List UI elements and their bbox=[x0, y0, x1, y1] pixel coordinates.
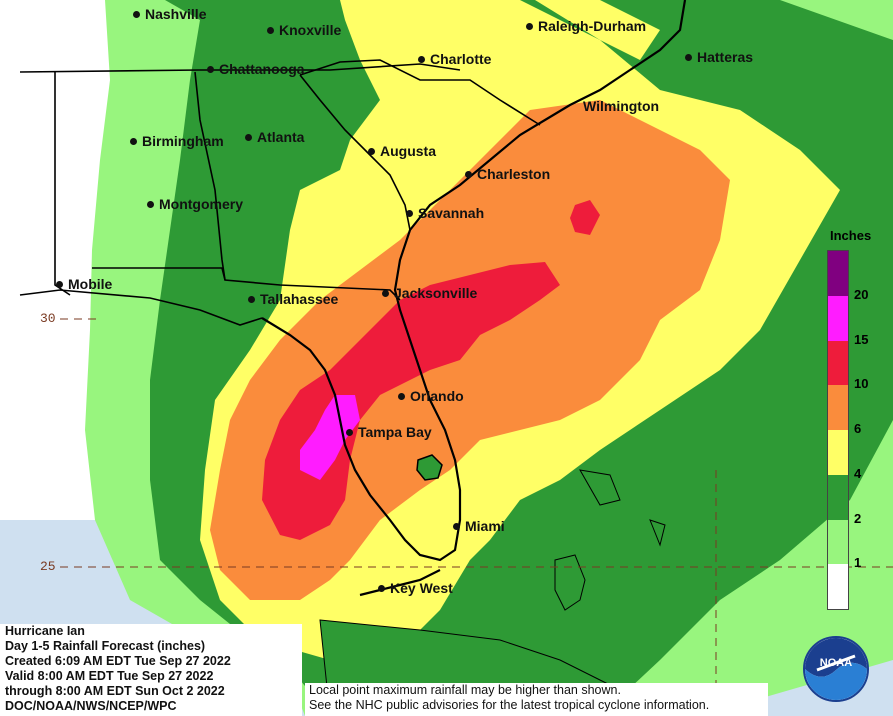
lat-30-label: 30 bbox=[40, 311, 56, 326]
city-mobile: Mobile bbox=[56, 276, 112, 292]
city-charleston: Charleston bbox=[465, 166, 550, 182]
city-orlando: Orlando bbox=[398, 388, 464, 404]
forecast-info-box: Hurricane Ian Day 1-5 Rainfall Forecast … bbox=[0, 624, 302, 716]
gulf-coast bbox=[19, 289, 263, 326]
coastlines bbox=[261, 0, 687, 597]
legend-swatch bbox=[828, 385, 848, 430]
city-marker-icon bbox=[245, 133, 252, 141]
city-marker-icon bbox=[147, 200, 154, 208]
city-marker-icon bbox=[368, 147, 375, 155]
through-time: through 8:00 AM EDT Sun Oct 2 2022 bbox=[5, 684, 225, 698]
lake-okeechobee bbox=[416, 454, 443, 481]
state-boundaries bbox=[19, 59, 541, 326]
city-raleigh-durham: Raleigh-Durham bbox=[526, 18, 646, 34]
city-marker-icon bbox=[418, 55, 425, 63]
city-tampa-bay: Tampa Bay bbox=[346, 424, 432, 440]
city-charlotte: Charlotte bbox=[418, 51, 491, 67]
ga-sc-nc-border bbox=[299, 59, 541, 126]
city-marker-icon bbox=[56, 280, 63, 288]
created-time: Created 6:09 AM EDT Tue Sep 27 2022 bbox=[5, 654, 231, 668]
graticule bbox=[60, 318, 893, 716]
city-marker-icon bbox=[133, 10, 140, 18]
legend-title: Inches bbox=[830, 228, 872, 243]
city-chattanooga: Chattanooga bbox=[207, 61, 305, 77]
rain-4-6in-nc bbox=[535, 0, 660, 60]
city-marker-icon bbox=[685, 53, 692, 61]
city-savannah: Savannah bbox=[406, 205, 484, 221]
city-marker-icon bbox=[130, 137, 137, 145]
rainfall-legend: Inches 1 2 4 6 10 15 20 bbox=[827, 228, 893, 610]
city-marker-icon bbox=[406, 209, 413, 217]
storm-name: Hurricane Ian bbox=[5, 624, 85, 638]
city-marker-icon bbox=[382, 289, 389, 297]
noaa-logo-icon: NOAA bbox=[803, 636, 869, 702]
city-atlanta: Atlanta bbox=[245, 129, 304, 145]
lat-25-label: 25 bbox=[40, 559, 56, 574]
city-marker-icon bbox=[526, 22, 533, 30]
city-marker-icon bbox=[378, 584, 385, 592]
city-marker-icon bbox=[453, 522, 460, 530]
bahamas bbox=[554, 469, 666, 611]
florida-keys bbox=[359, 569, 441, 597]
city-marker-icon bbox=[346, 428, 353, 436]
valid-time: Valid 8:00 AM EDT Tue Sep 27 2022 bbox=[5, 669, 214, 683]
rain-10-15in bbox=[262, 262, 560, 540]
city-birmingham: Birmingham bbox=[130, 133, 224, 149]
legend-label: 20 bbox=[854, 286, 869, 302]
disclaimer-line-1: Local point maximum rainfall may be high… bbox=[309, 683, 621, 697]
city-montgomery: Montgomery bbox=[147, 196, 243, 212]
svg-text:NOAA: NOAA bbox=[820, 657, 852, 669]
legend-label: 2 bbox=[854, 510, 862, 526]
ms-al-border bbox=[54, 72, 71, 296]
city-augusta: Augusta bbox=[368, 143, 436, 159]
legend-label: 4 bbox=[854, 465, 862, 481]
city-key-west: Key West bbox=[378, 580, 453, 596]
legend-swatch bbox=[828, 430, 848, 475]
ga-sc-border bbox=[299, 74, 411, 231]
agency-credit: DOC/NOAA/NWS/NCEP/WPC bbox=[5, 699, 177, 713]
product-title: Day 1-5 Rainfall Forecast (inches) bbox=[5, 639, 206, 653]
fl-se-coast bbox=[261, 0, 687, 562]
legend-swatch bbox=[828, 251, 848, 296]
city-nashville: Nashville bbox=[133, 6, 206, 22]
legend-swatch bbox=[828, 564, 848, 609]
city-hatteras: Hatteras bbox=[685, 49, 753, 65]
city-marker-icon bbox=[207, 65, 214, 73]
city-marker-icon bbox=[465, 170, 472, 178]
city-marker-icon bbox=[398, 392, 405, 400]
legend-label: 10 bbox=[854, 376, 869, 392]
legend-swatch bbox=[828, 519, 848, 565]
rain-10-15in-offshore bbox=[570, 200, 600, 235]
city-jacksonville: Jacksonville bbox=[382, 285, 477, 301]
legend-swatch bbox=[828, 340, 848, 386]
city-miami: Miami bbox=[453, 518, 505, 534]
legend-label: 15 bbox=[854, 331, 869, 347]
city-wilmington: Wilmington bbox=[583, 98, 660, 114]
city-marker-icon bbox=[267, 26, 274, 34]
tn-ga-border bbox=[19, 63, 461, 73]
city-knoxville: Knoxville bbox=[267, 22, 341, 38]
city-tallahassee: Tallahassee bbox=[248, 291, 338, 307]
legend-swatch bbox=[828, 474, 848, 520]
city-marker-icon bbox=[248, 295, 255, 303]
legend-color-scale bbox=[827, 250, 849, 610]
disclaimer-line-2: See the NHC public advisories for the la… bbox=[309, 698, 710, 712]
al-fl-ga-border bbox=[92, 267, 401, 301]
legend-label: 6 bbox=[854, 421, 862, 436]
disclaimer-box: Local point maximum rainfall may be high… bbox=[305, 683, 768, 716]
al-ga-border bbox=[194, 71, 226, 281]
legend-swatch bbox=[828, 295, 848, 341]
rain-15-20in bbox=[300, 395, 360, 480]
legend-label: 1 bbox=[854, 555, 862, 571]
